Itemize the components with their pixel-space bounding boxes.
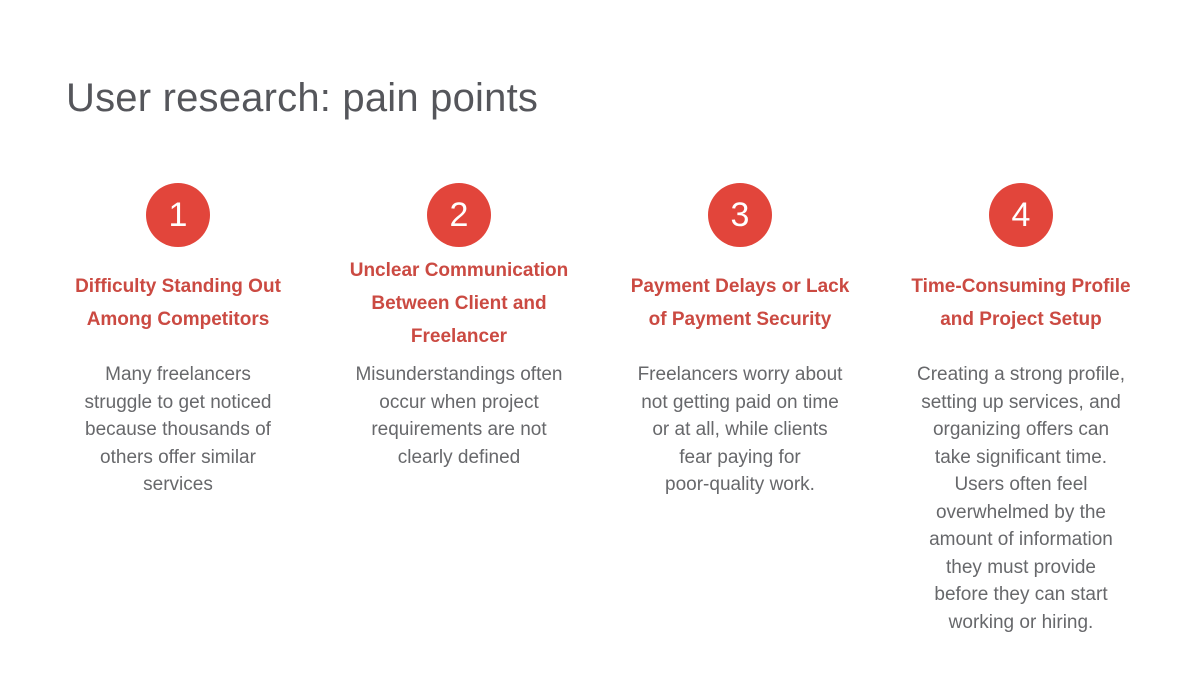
pain-point-column-3: 3 Payment Delays or Lack of Payment Secu…: [610, 183, 870, 636]
step-number: 4: [1011, 196, 1031, 234]
pain-point-heading: Unclear Communication Between Client and…: [349, 259, 569, 347]
pain-point-column-4: 4 Time-Consuming Profile and Project Set…: [891, 183, 1151, 636]
step-number-badge-3: 3: [708, 183, 772, 247]
step-number-badge-1: 1: [146, 183, 210, 247]
pain-point-heading: Time-Consuming Profile and Project Setup: [911, 276, 1131, 330]
page-title: User research: pain points: [66, 76, 539, 120]
step-number: 2: [449, 196, 469, 234]
pain-point-column-1: 1 Difficulty Standing Out Among Competit…: [48, 183, 308, 636]
pain-point-description: Creating a strong profile, setting up se…: [916, 364, 1126, 633]
pain-point-description: Many freelancers struggle to get noticed…: [84, 364, 272, 495]
step-number: 3: [730, 196, 750, 234]
pain-point-column-2: 2 Unclear Communication Between Client a…: [329, 183, 589, 636]
pain-point-heading: Payment Delays or Lack of Payment Securi…: [630, 276, 850, 330]
step-number-badge-4: 4: [989, 183, 1053, 247]
step-number: 1: [168, 196, 188, 234]
step-number-badge-2: 2: [427, 183, 491, 247]
pain-point-description: Misunderstandings often occur when proje…: [355, 364, 563, 468]
pain-points-grid: 1 Difficulty Standing Out Among Competit…: [48, 183, 1151, 636]
pain-point-heading: Difficulty Standing Out Among Competitor…: [75, 276, 281, 330]
pain-point-description: Freelancers worry about not getting paid…: [637, 364, 843, 495]
